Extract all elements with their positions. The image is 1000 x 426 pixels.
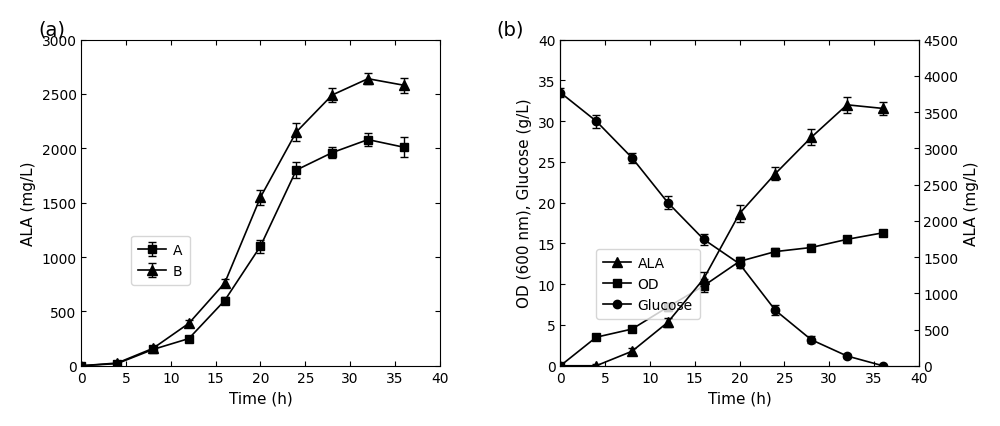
Text: (b): (b) (496, 21, 523, 40)
X-axis label: Time (h): Time (h) (708, 390, 771, 405)
Text: (a): (a) (38, 21, 65, 40)
Y-axis label: OD (600 nm), Glucose (g/L): OD (600 nm), Glucose (g/L) (517, 98, 532, 308)
Y-axis label: ALA (mg/L): ALA (mg/L) (964, 161, 979, 245)
Y-axis label: ALA (mg/L): ALA (mg/L) (21, 161, 36, 245)
Legend: ALA, OD, Glucose: ALA, OD, Glucose (596, 249, 700, 319)
Legend: A, B: A, B (131, 236, 190, 285)
X-axis label: Time (h): Time (h) (229, 390, 292, 405)
